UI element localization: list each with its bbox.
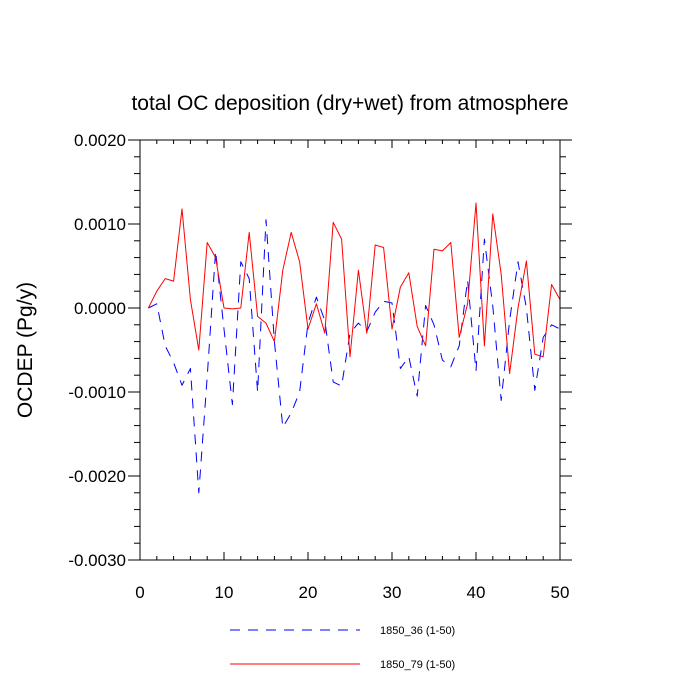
y-tick-label: -0.0020 (68, 467, 126, 486)
series-group (147, 202, 561, 494)
legend: 1850_36 (1-50) 1850_79 (1-50) (230, 625, 455, 671)
y-tick-label: -0.0030 (68, 551, 126, 570)
x-tick-label: 20 (299, 583, 318, 602)
plot-frame (139, 139, 561, 561)
y-tick-label: 0.0000 (74, 299, 126, 318)
y-axis-label: OCDEP (Pg/y) (14, 282, 37, 418)
y-tick-label: 0.0010 (74, 215, 126, 234)
x-tick-label: 0 (135, 583, 144, 602)
x-tick-label: 50 (551, 583, 570, 602)
x-tick-label: 30 (383, 583, 402, 602)
series-line-1 (148, 219, 561, 494)
y-tick-label: 0.0020 (74, 131, 126, 150)
axes: 0 10 20 30 40 50 0.0020 0.0010 0.0000 -0.0010 -0.0… (68, 131, 572, 602)
series-line-2 (147, 202, 561, 375)
chart-title: total OC deposition (dry+wet) from atmos… (131, 92, 568, 115)
legend-label-series-2: 1850_79 (1-50) (380, 659, 455, 671)
y-tick-label: -0.0010 (68, 383, 126, 402)
x-tick-label: 40 (467, 583, 486, 602)
legend-label-series-1: 1850_36 (1-50) (380, 625, 455, 637)
x-tick-label: 10 (215, 583, 234, 602)
